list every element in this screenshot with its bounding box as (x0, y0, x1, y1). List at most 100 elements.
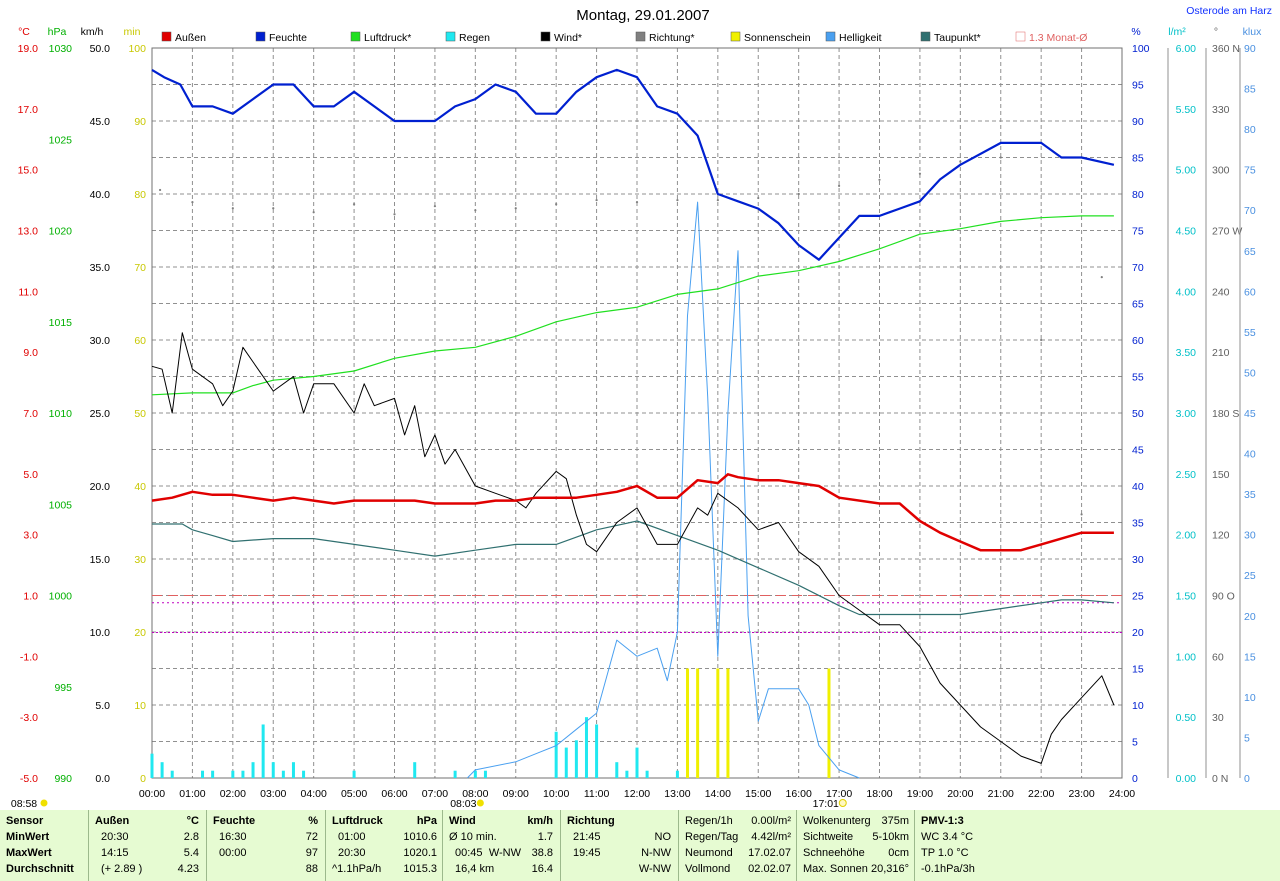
time-axis-tick: 24:00 (1109, 788, 1135, 800)
stats-value: W-NW (488, 847, 521, 859)
sun-markers: 08:58 08:03 17:01 (11, 798, 847, 810)
time-axis-tick: 13:00 (664, 788, 690, 800)
stats-value: 20:30 (101, 831, 129, 843)
pressure-axis-tick: 1000 (49, 591, 73, 603)
direction-point (716, 198, 719, 202)
legend-swatch (540, 31, 551, 42)
stats-wind-col: Wind km/h Ø 10 min. 1.7 00:45 W-NW 38.8 16,4… (442, 810, 561, 881)
stats-value: 1015.3 (403, 863, 437, 875)
rain-bar (625, 770, 629, 778)
lux-axis-tick: 50 (1244, 367, 1256, 379)
stats-value: NO (654, 831, 672, 843)
direction-point (878, 178, 881, 181)
legend-label: Helligkeit (839, 32, 882, 44)
wind-line (151, 332, 1115, 764)
temp-axis-tick: 5.0 (23, 469, 38, 481)
rain-axis-tick: 6.00 (1176, 43, 1197, 55)
direction-point (191, 201, 194, 204)
rain-bar (271, 762, 275, 778)
stats-row-label: Durchschnitt (6, 863, 74, 875)
lux-axis-tick: 35 (1244, 489, 1256, 501)
stats-pmv-header: PMV-1:3 (921, 815, 964, 827)
humidity-axis-tick: 0 (1132, 773, 1138, 785)
sunshine-bar (686, 668, 690, 778)
time-axis-tick: 05:00 (341, 788, 367, 800)
rain-bar (615, 762, 619, 778)
direction-point (312, 211, 315, 214)
direction-point (797, 192, 800, 196)
direction-point (272, 207, 275, 210)
stats-value: 16.4 (531, 863, 553, 875)
direction-point (433, 205, 437, 208)
time-axis-tick: 10:00 (543, 788, 569, 800)
legend-swatch (635, 31, 646, 42)
direction-point (959, 160, 962, 163)
pressure-axis-tick: 990 (54, 773, 72, 785)
stats-value: 0.00l/m² (751, 815, 791, 827)
rain-axis-tick: 4.00 (1176, 286, 1197, 298)
stats-pmv-col: PMV-1:3 WC 3.4 °C TP 1.0 °C -0.1hPa/3h (914, 810, 1280, 881)
time-axis-tick: 03:00 (260, 788, 286, 800)
pressure-line (151, 215, 1114, 396)
rain-bar (241, 770, 245, 778)
plot-area (150, 68, 1122, 779)
stats-value: Schneehöhe (803, 847, 865, 859)
humidity-axis-tick: 25 (1132, 591, 1144, 603)
sun-axis-tick: 10 (134, 700, 146, 712)
stats-value: 0cm (888, 847, 909, 859)
temp-axis-tick: 11.0 (18, 286, 38, 298)
weather-chart: Montag, 29.01.2007 Osterode am Harz 19.0… (10, 5, 1272, 810)
temp-axis-tick: -3.0 (20, 712, 38, 724)
sun-axis-unit: min (124, 26, 141, 38)
lux-axis-tick: 0 (1244, 773, 1250, 785)
direction-axis-tick: 300 (1212, 165, 1230, 177)
stats-aussen-unit: °C (186, 815, 199, 827)
lux-axis-tick: 25 (1244, 570, 1256, 582)
direction-axis-tick: 0 N (1212, 773, 1228, 785)
direction-axis-tick: 30 (1212, 712, 1224, 724)
pressure-axis-tick: 995 (54, 682, 72, 694)
lux-axis-tick: 80 (1244, 124, 1256, 136)
temp-axis-tick: 13.0 (18, 226, 39, 238)
pressure-axis-tick: 1030 (49, 43, 73, 55)
humidity-line (151, 68, 1115, 261)
lux-axis-tick: 90 (1244, 43, 1256, 55)
time-axis-tick: 14:00 (705, 788, 731, 800)
direction-point (757, 196, 760, 200)
rain-bar (170, 770, 174, 778)
lux-axis-tick: 20 (1244, 611, 1256, 623)
rain-axis-tick: 1.50 (1176, 591, 1197, 603)
sun-axis-tick: 80 (134, 189, 146, 201)
stats-feuchte-unit: % (308, 815, 318, 827)
direction-point (837, 184, 841, 187)
direction-point (1100, 276, 1103, 279)
humidity-axis-tick: 15 (1132, 664, 1144, 676)
stats-value: 97 (305, 847, 318, 859)
humidity-axis-tick: 55 (1132, 372, 1144, 384)
wind-axis-tick: 30.0 (90, 335, 111, 347)
direction-point (635, 201, 639, 204)
rain-bar (554, 731, 558, 778)
direction-axis-unit: ° (1214, 26, 1218, 38)
stats-value: 00:45 (455, 847, 483, 859)
stats-panel: Sensor MinWert MaxWert Durchschnitt Auße… (0, 810, 1280, 881)
rain-axis-tick: 3.50 (1176, 347, 1197, 359)
humidity-axis-tick: 65 (1132, 299, 1144, 311)
humidity-axis-tick: 85 (1132, 153, 1144, 165)
stats-luftdruck-col: Luftdruck hPa 01:00 1010.6 20:30 1020.1 ^1.… (325, 810, 443, 881)
stats-value: 4.23 (177, 863, 199, 875)
direction-point (231, 207, 234, 210)
rain-bar (413, 762, 417, 778)
legend-label: Sonnenschein (744, 32, 811, 44)
humidity-axis-tick: 95 (1132, 80, 1144, 92)
lux-axis-tick: 30 (1244, 530, 1256, 542)
wind-axis-tick: 0.0 (95, 773, 110, 785)
time-axis-tick: 11:00 (584, 788, 610, 800)
pressure-axis-tick: 1005 (49, 499, 73, 511)
lux-axis-tick: 10 (1244, 692, 1256, 704)
stats-value: Regen/1h (685, 815, 733, 827)
stats-value: N-NW (641, 847, 671, 859)
humidity-axis-tick: 40 (1132, 481, 1144, 493)
legend-label: 1.3 Monat-Ø (1029, 32, 1087, 44)
stats-value: 14:15 (101, 847, 129, 859)
